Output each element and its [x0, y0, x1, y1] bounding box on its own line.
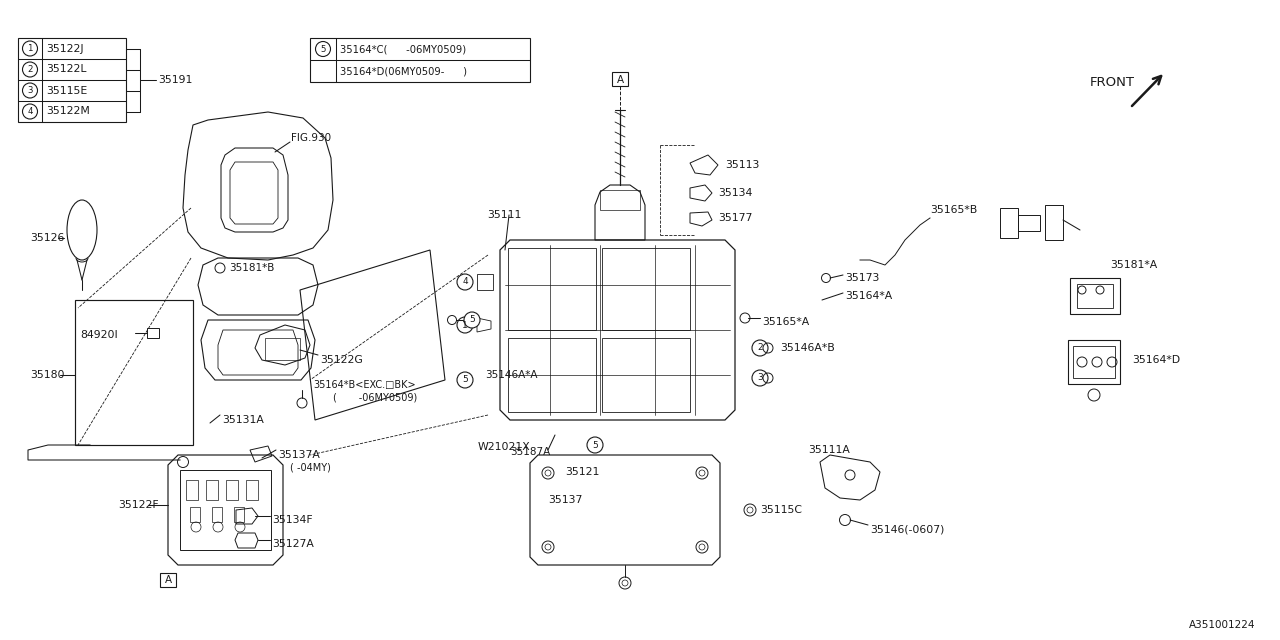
Text: 5: 5 — [320, 45, 325, 54]
Text: 35111A: 35111A — [808, 445, 850, 455]
Text: 35137A: 35137A — [278, 450, 320, 460]
Bar — [612, 72, 628, 86]
Bar — [206, 480, 218, 500]
Bar — [180, 470, 271, 550]
Text: 35164*D(06MY0509-      ): 35164*D(06MY0509- ) — [340, 66, 467, 76]
Text: 35165*B: 35165*B — [931, 205, 977, 215]
Text: 35134F: 35134F — [273, 515, 312, 525]
Bar — [1018, 215, 1039, 231]
Text: 35164*B<EXC.□BK>: 35164*B<EXC.□BK> — [314, 380, 416, 390]
Text: A: A — [617, 75, 623, 85]
Text: 35134: 35134 — [718, 188, 753, 198]
Text: 1: 1 — [27, 44, 33, 53]
Bar — [186, 480, 198, 500]
Circle shape — [753, 370, 768, 386]
Text: 35127A: 35127A — [273, 539, 314, 549]
Text: 35146(-0607): 35146(-0607) — [870, 525, 945, 535]
Text: 35121: 35121 — [564, 467, 599, 477]
Text: A: A — [164, 575, 172, 585]
Circle shape — [457, 317, 474, 333]
Bar — [246, 480, 259, 500]
Bar — [600, 190, 640, 210]
Bar — [508, 248, 596, 330]
Text: 35181*B: 35181*B — [229, 263, 274, 273]
Bar — [1000, 208, 1018, 238]
Text: 4: 4 — [462, 278, 467, 287]
Bar — [310, 38, 530, 82]
Text: 35146A*B: 35146A*B — [780, 343, 835, 353]
Text: 2: 2 — [27, 65, 33, 74]
Text: 5: 5 — [593, 440, 598, 449]
Circle shape — [457, 372, 474, 388]
Bar — [227, 480, 238, 500]
Text: FRONT: FRONT — [1091, 76, 1135, 88]
Text: 35113: 35113 — [724, 160, 759, 170]
Circle shape — [23, 104, 37, 119]
Text: 1: 1 — [462, 321, 468, 330]
Text: 35122M: 35122M — [46, 106, 90, 116]
Bar — [76, 300, 193, 445]
Text: ( -04MY): ( -04MY) — [291, 463, 330, 473]
Text: 35191: 35191 — [157, 75, 192, 85]
Text: (       -06MY0509): ( -06MY0509) — [333, 393, 417, 403]
Bar — [18, 38, 125, 122]
Bar — [1044, 205, 1062, 240]
Text: 35164*C(      -06MY0509): 35164*C( -06MY0509) — [340, 44, 466, 54]
Text: FIG.930: FIG.930 — [291, 133, 332, 143]
Circle shape — [465, 312, 480, 328]
Circle shape — [457, 274, 474, 290]
Bar — [212, 507, 221, 522]
Bar — [1073, 346, 1115, 378]
Text: 35181*A: 35181*A — [1110, 260, 1157, 270]
Circle shape — [23, 62, 37, 77]
Bar — [265, 338, 300, 360]
Text: 3: 3 — [27, 86, 33, 95]
Text: 4: 4 — [27, 107, 33, 116]
Text: 35122L: 35122L — [46, 65, 87, 74]
Text: 35111: 35111 — [486, 210, 521, 220]
Text: 35164*A: 35164*A — [845, 291, 892, 301]
Text: 35180: 35180 — [29, 370, 64, 380]
Bar — [147, 328, 159, 338]
Bar — [189, 507, 200, 522]
Bar — [234, 507, 244, 522]
Circle shape — [588, 437, 603, 453]
Text: A351001224: A351001224 — [1189, 620, 1254, 630]
Text: 35137: 35137 — [548, 495, 582, 505]
Text: 35177: 35177 — [718, 213, 753, 223]
Text: 2: 2 — [758, 344, 763, 353]
Bar — [160, 573, 177, 587]
Text: 35122F: 35122F — [118, 500, 159, 510]
Bar — [602, 338, 690, 412]
Text: 35187A: 35187A — [509, 447, 550, 457]
Text: 35115E: 35115E — [46, 86, 87, 95]
Text: 3: 3 — [758, 374, 763, 383]
Text: W21021X: W21021X — [477, 442, 531, 452]
Text: 35173: 35173 — [845, 273, 879, 283]
Text: 35146A*A: 35146A*A — [485, 370, 538, 380]
Text: 35122J: 35122J — [46, 44, 83, 54]
Text: 84920I: 84920I — [79, 330, 118, 340]
Text: 35122G: 35122G — [320, 355, 362, 365]
Text: 5: 5 — [462, 376, 468, 385]
Bar — [1068, 340, 1120, 384]
Text: 35126: 35126 — [29, 233, 64, 243]
Text: 35131A: 35131A — [221, 415, 264, 425]
Circle shape — [23, 41, 37, 56]
Bar — [508, 338, 596, 412]
Text: 35164*D: 35164*D — [1132, 355, 1180, 365]
Circle shape — [753, 340, 768, 356]
Text: 5: 5 — [470, 316, 475, 324]
Text: 35115C: 35115C — [760, 505, 803, 515]
Circle shape — [315, 42, 330, 56]
Bar — [1070, 278, 1120, 314]
Text: 35165*A: 35165*A — [762, 317, 809, 327]
Circle shape — [23, 83, 37, 98]
Bar — [1076, 284, 1114, 308]
Bar — [602, 248, 690, 330]
